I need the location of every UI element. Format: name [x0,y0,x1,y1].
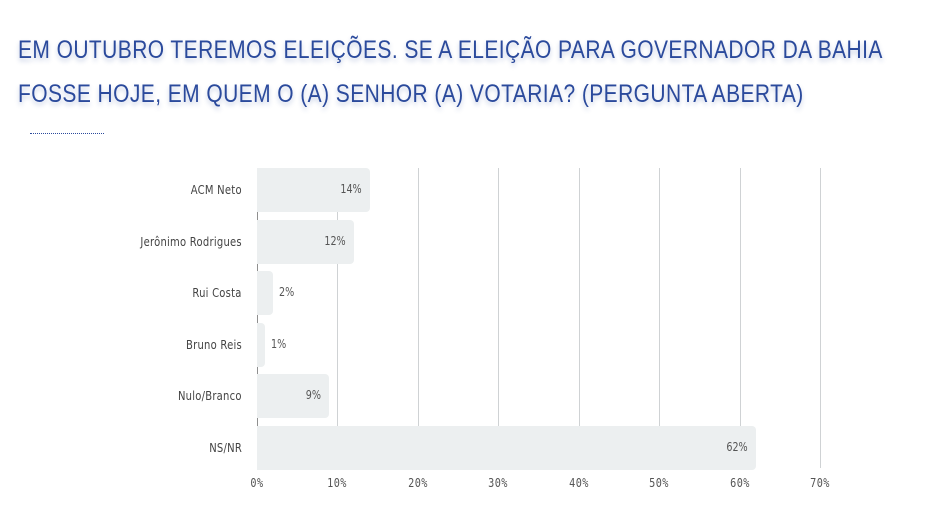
title-underline-divider [30,133,104,134]
x-tick-label: 50% [649,476,669,490]
bar-value-label: 14% [340,182,362,196]
gridline [257,168,258,468]
bar-value-label: 9% [306,388,322,402]
bar [257,219,354,264]
gridline [337,168,339,468]
gridline [498,168,500,468]
x-tick-label: 10% [327,476,348,490]
gridline [578,168,580,468]
chart-title-line-1: EM OUTUBRO TEREMOS ELEIÇÕES. SE A ELEIÇÃ… [18,36,883,64]
x-tick-label: 30% [488,476,509,490]
category-label: NS/NR [209,439,242,455]
bar [257,425,756,470]
x-tick-label: 60% [729,476,750,490]
category-label: Jerônimo Rodrigues [140,233,242,249]
gridline [417,168,419,468]
bar [257,374,330,418]
category-label: Rui Costa [192,285,242,300]
category-label: Bruno Reis [186,336,242,352]
x-tick-label: 0% [250,476,264,490]
category-label: Nulo/Branco [178,388,242,403]
x-tick-label: 40% [568,476,589,490]
bar [257,168,370,212]
bar-value-label: 1% [271,336,287,351]
chart-title: EM OUTUBRO TEREMOS ELEIÇÕES. SE A ELEIÇÃ… [18,28,883,116]
bar-value-label: 62% [726,439,748,454]
x-tick-label: 20% [407,476,428,490]
chart-title-line-2: FOSSE HOJE, EM QUEM O (A) SENHOR (A) VOT… [18,80,804,108]
bar-value-label: 2% [279,285,295,299]
category-label: ACM Neto [190,182,242,197]
gridline [659,168,661,468]
x-tick-label: 70% [810,476,830,490]
bar-value-label: 12% [324,233,346,248]
bar [257,322,266,367]
bar [257,271,274,315]
gridline [739,168,741,468]
gridline [820,168,821,468]
